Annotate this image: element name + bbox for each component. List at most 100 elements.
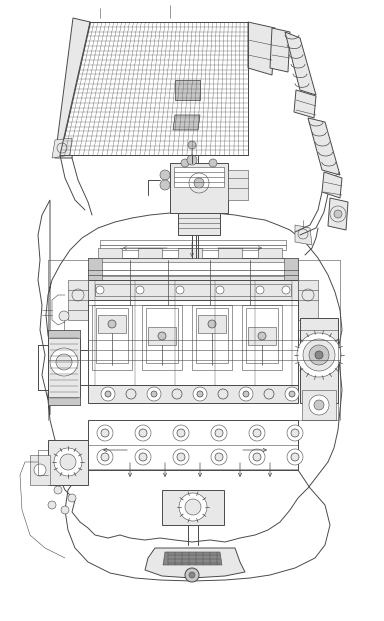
Bar: [48, 330, 80, 338]
Bar: [48, 330, 80, 405]
Circle shape: [215, 429, 223, 437]
Bar: [98, 315, 126, 333]
Circle shape: [96, 286, 104, 294]
Circle shape: [135, 425, 151, 441]
Polygon shape: [285, 32, 316, 95]
Bar: [162, 490, 224, 525]
Circle shape: [309, 395, 329, 415]
Bar: [88, 258, 298, 280]
Bar: [98, 248, 122, 258]
Circle shape: [209, 159, 217, 167]
Circle shape: [101, 429, 109, 437]
Circle shape: [287, 449, 303, 465]
Circle shape: [289, 391, 295, 397]
Bar: [258, 248, 282, 258]
Circle shape: [253, 429, 261, 437]
Polygon shape: [294, 90, 316, 118]
Bar: [100, 240, 286, 250]
Circle shape: [185, 499, 201, 515]
Circle shape: [193, 387, 207, 401]
Bar: [146, 308, 178, 363]
Bar: [88, 420, 298, 470]
Circle shape: [215, 453, 223, 461]
Circle shape: [211, 425, 227, 441]
Circle shape: [179, 493, 207, 521]
Circle shape: [282, 286, 290, 294]
Polygon shape: [328, 198, 348, 230]
Bar: [138, 248, 162, 258]
Circle shape: [181, 159, 189, 167]
Bar: [92, 262, 294, 276]
Bar: [242, 305, 282, 370]
Bar: [92, 305, 132, 370]
Circle shape: [172, 389, 182, 399]
Circle shape: [249, 425, 265, 441]
Circle shape: [97, 449, 113, 465]
Circle shape: [258, 332, 266, 340]
Bar: [96, 308, 128, 363]
Circle shape: [151, 391, 157, 397]
Circle shape: [139, 429, 147, 437]
Polygon shape: [308, 118, 340, 175]
Circle shape: [197, 391, 203, 397]
Circle shape: [334, 210, 342, 218]
Bar: [248, 327, 276, 345]
Circle shape: [61, 506, 69, 514]
Circle shape: [249, 449, 265, 465]
Circle shape: [101, 387, 115, 401]
Bar: [30, 455, 50, 485]
Circle shape: [189, 572, 195, 578]
Bar: [300, 318, 338, 403]
Circle shape: [194, 178, 204, 188]
Bar: [88, 258, 102, 280]
Bar: [178, 213, 220, 235]
Bar: [174, 167, 224, 187]
Circle shape: [105, 391, 111, 397]
Bar: [246, 308, 278, 363]
Polygon shape: [248, 22, 275, 75]
Circle shape: [101, 453, 109, 461]
Circle shape: [239, 387, 253, 401]
Circle shape: [218, 389, 228, 399]
Bar: [88, 280, 298, 300]
Circle shape: [68, 494, 76, 502]
Circle shape: [126, 389, 136, 399]
Circle shape: [177, 429, 185, 437]
Circle shape: [287, 425, 303, 441]
Polygon shape: [322, 172, 342, 198]
Polygon shape: [173, 115, 200, 130]
Bar: [228, 170, 248, 200]
Circle shape: [173, 449, 189, 465]
Bar: [68, 280, 88, 320]
Circle shape: [285, 387, 299, 401]
Circle shape: [136, 286, 144, 294]
Polygon shape: [295, 225, 312, 245]
Circle shape: [158, 332, 166, 340]
Circle shape: [187, 155, 197, 165]
Circle shape: [48, 501, 56, 509]
Polygon shape: [163, 552, 222, 565]
Circle shape: [297, 333, 341, 377]
Bar: [218, 248, 242, 258]
Circle shape: [176, 286, 184, 294]
Circle shape: [256, 286, 264, 294]
Polygon shape: [175, 80, 200, 100]
Circle shape: [208, 320, 216, 328]
Circle shape: [139, 453, 147, 461]
Bar: [142, 305, 182, 370]
Circle shape: [54, 448, 82, 476]
Bar: [198, 315, 226, 333]
Circle shape: [185, 568, 199, 582]
Bar: [88, 385, 298, 403]
Circle shape: [216, 286, 224, 294]
Bar: [192, 305, 232, 370]
Circle shape: [264, 389, 274, 399]
Circle shape: [60, 454, 76, 470]
Circle shape: [50, 348, 78, 376]
Circle shape: [211, 449, 227, 465]
Circle shape: [188, 141, 196, 149]
Circle shape: [160, 180, 170, 190]
Circle shape: [253, 453, 261, 461]
Bar: [170, 163, 228, 213]
Circle shape: [160, 170, 170, 180]
